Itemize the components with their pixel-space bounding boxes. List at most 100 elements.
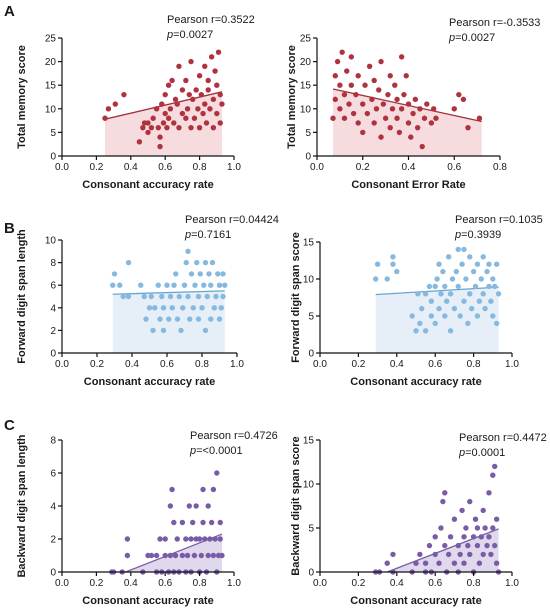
- data-point: [490, 276, 496, 282]
- data-point: [215, 271, 221, 277]
- data-point: [495, 291, 502, 297]
- data-point: [440, 268, 446, 275]
- data-point: [339, 49, 345, 55]
- data-point: [162, 536, 168, 542]
- data-point: [378, 58, 384, 65]
- data-point: [465, 542, 471, 549]
- data-point: [209, 259, 216, 266]
- y-tick-label: 2: [50, 535, 56, 546]
- data-point: [362, 82, 368, 88]
- data-point: [162, 91, 168, 98]
- data-point: [432, 320, 438, 327]
- data-point: [451, 305, 458, 312]
- data-point: [222, 282, 228, 288]
- data-point: [434, 276, 440, 282]
- data-point: [459, 507, 465, 514]
- y-tick-label: 5: [308, 524, 314, 535]
- data-point: [176, 63, 182, 70]
- data-point: [148, 124, 155, 131]
- data-point: [474, 525, 481, 531]
- x-tick-label: 0.6: [447, 162, 461, 173]
- data-point: [478, 276, 484, 282]
- data-point: [447, 328, 454, 334]
- data-point: [480, 291, 486, 297]
- y-axis-label: Backward digit span length: [16, 434, 28, 577]
- data-point: [346, 101, 352, 107]
- data-point: [468, 305, 475, 312]
- data-point: [217, 536, 223, 542]
- x-axis-label: Consonant accuracy rate: [82, 179, 213, 191]
- x-tick-label: 0.0: [55, 162, 69, 173]
- pearson-r-annotation: Pearson r=0.4472: [459, 431, 547, 444]
- data-point: [467, 551, 473, 558]
- data-point: [484, 542, 490, 549]
- data-point: [205, 552, 211, 559]
- data-point: [196, 124, 203, 131]
- y-tick-label: 0: [50, 568, 56, 579]
- panel-c-left-plot: 0.0 0.2 0.4 0.6 0.8 1.0 0 2 4 6 8 Consonant accurac…: [16, 434, 241, 607]
- y-tick-label: 6: [50, 469, 56, 480]
- data-point: [461, 298, 467, 304]
- data-point: [337, 82, 343, 88]
- x-tick-label: 0.4: [124, 578, 138, 589]
- y-tick-label: 25: [45, 34, 57, 45]
- data-point: [467, 291, 473, 297]
- data-point: [460, 96, 467, 103]
- data-point: [355, 73, 361, 79]
- x-tick-label: 1.0: [505, 359, 519, 370]
- data-point: [179, 519, 186, 526]
- data-point: [376, 87, 382, 93]
- data-point: [148, 552, 155, 559]
- x-tick-label: 0.0: [310, 162, 324, 173]
- panel-label-a: A: [4, 3, 15, 20]
- data-point: [204, 293, 210, 300]
- data-point: [202, 536, 208, 542]
- data-point: [414, 124, 421, 131]
- y-tick-label: 10: [45, 236, 57, 247]
- data-point: [220, 293, 226, 300]
- data-point: [353, 91, 359, 98]
- data-point: [138, 282, 144, 288]
- data-point: [455, 246, 461, 253]
- data-point: [155, 124, 162, 131]
- data-point: [426, 542, 433, 549]
- pearson-r-annotation: Pearson r=0.3522: [167, 13, 255, 26]
- data-point: [408, 134, 414, 140]
- data-point: [387, 73, 393, 79]
- y-axis-label: Backward digit span score: [290, 436, 302, 575]
- x-tick-label: 0.8: [467, 578, 481, 589]
- data-point: [463, 276, 469, 282]
- data-point: [470, 534, 477, 540]
- data-point: [153, 106, 160, 112]
- data-point: [196, 536, 203, 542]
- y-tick-label: 5: [305, 128, 311, 139]
- data-point: [390, 261, 396, 267]
- data-point: [211, 305, 217, 311]
- data-point: [181, 282, 188, 288]
- data-point: [330, 115, 336, 121]
- data-point: [110, 282, 116, 288]
- data-point: [476, 298, 483, 304]
- regression-fill-area: [112, 290, 225, 353]
- data-point: [125, 293, 132, 300]
- x-tick-label: 1.0: [505, 578, 519, 589]
- panel-a-right-plot: 0.0 0.2 0.4 0.6 0.8 0 5 10 15 20 25 Consonant Error…: [286, 34, 507, 192]
- data-point: [405, 120, 412, 126]
- data-point: [176, 124, 182, 131]
- data-point: [165, 115, 172, 121]
- p-value-annotation: p=0.7161: [185, 229, 232, 242]
- x-axis-label: Consonant accuracy rate: [350, 376, 481, 388]
- data-point: [150, 327, 156, 334]
- data-point: [398, 54, 405, 60]
- data-point: [159, 101, 165, 107]
- data-point: [380, 101, 387, 107]
- y-tick-label: 0: [308, 568, 314, 579]
- data-point: [476, 115, 483, 121]
- data-point: [492, 463, 498, 470]
- data-point: [470, 268, 477, 275]
- pearson-r-annotation: Pearson r=0.4726: [190, 429, 278, 442]
- data-point: [432, 283, 438, 290]
- data-point: [180, 305, 186, 311]
- x-tick-label: 0.4: [390, 578, 404, 589]
